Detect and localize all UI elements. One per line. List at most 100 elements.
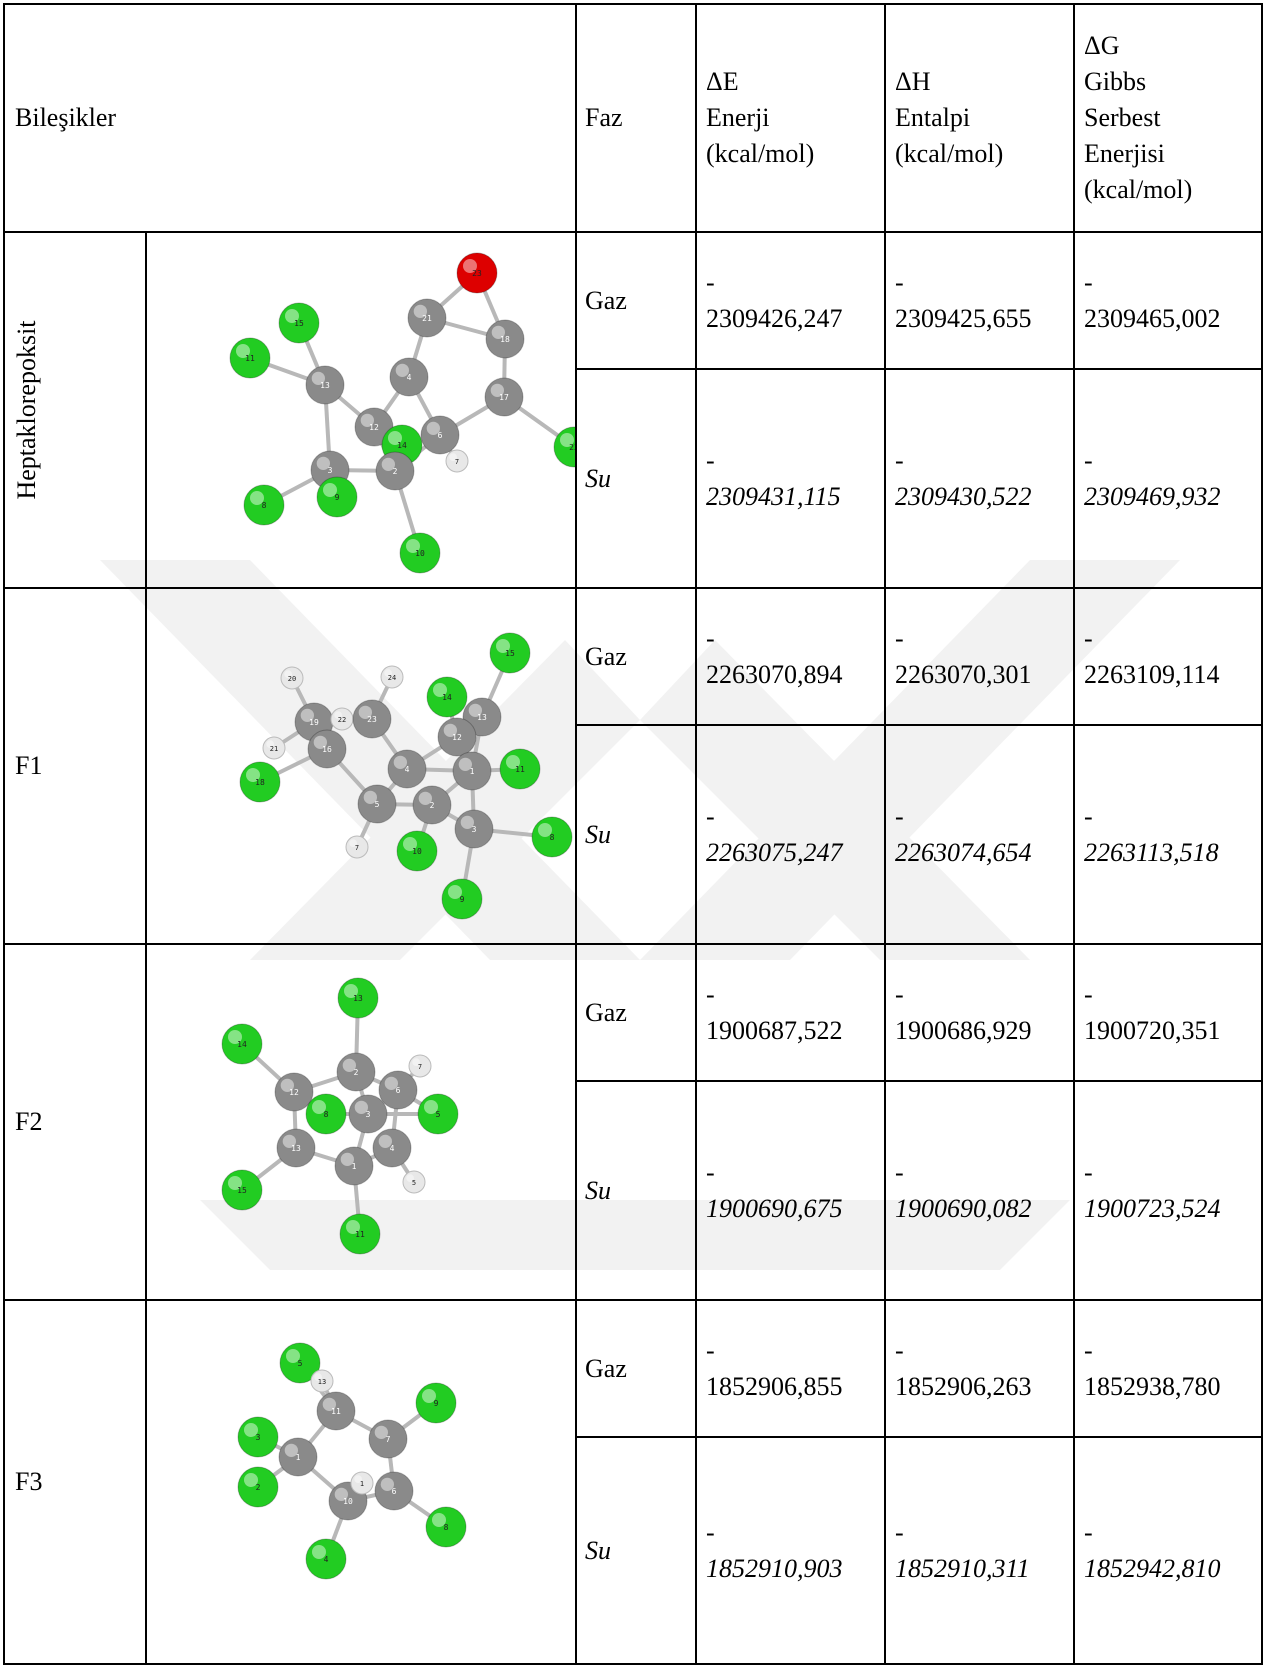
phase-su: Su bbox=[575, 368, 697, 589]
oxygen-atom: 23 bbox=[456, 252, 498, 294]
atom-number-label: 5 bbox=[412, 1179, 416, 1187]
atom-number-label: 14 bbox=[397, 441, 407, 450]
header-phase: Faz bbox=[575, 3, 697, 233]
atom-number-label: 6 bbox=[392, 1487, 397, 1496]
table-row: Su -2309431,115 -2309430,522 -2309469,93… bbox=[4, 368, 1263, 589]
atom-number-label: 8 bbox=[324, 1110, 329, 1119]
chlorine-atom: 13 bbox=[337, 977, 379, 1019]
atom-number-label: 5 bbox=[298, 1359, 303, 1368]
chlorine-atom: 8 bbox=[425, 1506, 467, 1548]
table-row: F2 13 14 2 7 12 8 3 6 5 13 4 1 5 15 11 Gaz -1900687,52… bbox=[3, 943, 1263, 1301]
atom-number-label: 21 bbox=[422, 314, 432, 323]
atom-number-label: 18 bbox=[255, 778, 265, 787]
phase-gaz: Gaz bbox=[575, 943, 697, 1082]
carbon-atom: 2 bbox=[375, 451, 415, 491]
atom-number-label: 3 bbox=[472, 825, 477, 834]
header-compounds: Bileşikler bbox=[3, 3, 577, 233]
atom-number-label: 10 bbox=[343, 1497, 353, 1506]
delta-e-value: -2309426,247 bbox=[695, 231, 886, 370]
carbon-atom: 11 bbox=[316, 1391, 356, 1431]
chlorine-atom: 9 bbox=[316, 476, 358, 518]
delta-g-value: -1900723,524 bbox=[1073, 1080, 1263, 1301]
atom-number-label: 6 bbox=[396, 1086, 401, 1095]
delta-g-value: -2263109,114 bbox=[1073, 587, 1263, 726]
hydrogen-atom: 20 bbox=[280, 666, 304, 690]
delta-e-value: -2309431,115 bbox=[695, 368, 886, 589]
atom-number-label: 1 bbox=[296, 1453, 301, 1462]
phase-su: Su bbox=[575, 724, 697, 945]
atom-number-label: 24 bbox=[388, 674, 396, 682]
atom-number-label: 23 bbox=[472, 269, 482, 278]
delta-g-value: -1900720,351 bbox=[1073, 943, 1263, 1082]
chlorine-atom: 14 bbox=[221, 1023, 263, 1065]
delta-h-value: -2309425,655 bbox=[884, 231, 1075, 370]
atom-number-label: 16 bbox=[322, 745, 332, 754]
atom-number-label: 23 bbox=[367, 715, 377, 724]
delta-e-value: -1852910,903 bbox=[695, 1436, 886, 1665]
delta-e-value: -2263070,894 bbox=[695, 587, 886, 726]
chlorine-atom: 15 bbox=[221, 1169, 263, 1211]
atom-number-label: 12 bbox=[289, 1088, 299, 1097]
chlorine-atom: 8 bbox=[305, 1093, 347, 1135]
atom-number-label: 4 bbox=[324, 1555, 329, 1564]
molecule-image-cell: 5 13 11 9 7 3 1 2 10 1 6 8 4 bbox=[145, 1299, 577, 1665]
chlorine-atom: 14 bbox=[426, 676, 468, 718]
hydrogen-atom: 1 bbox=[350, 1471, 374, 1495]
carbon-atom: 18 bbox=[485, 319, 525, 359]
chlorine-atom: 11 bbox=[499, 748, 541, 790]
atom-number-label: 12 bbox=[369, 423, 379, 432]
chlorine-atom: 8 bbox=[243, 484, 285, 526]
table-row: Heptaklorepoksit 23211815111341712146722… bbox=[3, 231, 1263, 589]
chlorine-atom: 15 bbox=[489, 632, 531, 674]
atom-number-label: 6 bbox=[438, 431, 443, 440]
delta-h-value: -1852910,311 bbox=[884, 1436, 1075, 1665]
chlorine-atom: 5 bbox=[417, 1093, 459, 1135]
chlorine-atom: 9 bbox=[415, 1382, 457, 1424]
atom-number-label: 20 bbox=[288, 675, 296, 683]
atom-number-label: 22 bbox=[569, 443, 575, 452]
chlorine-atom: 22 bbox=[553, 426, 575, 468]
atom-number-label: 10 bbox=[412, 847, 422, 856]
atom-number-label: 5 bbox=[375, 800, 380, 809]
delta-h-value: -1900690,082 bbox=[884, 1080, 1075, 1301]
delta-h-value: -2263070,301 bbox=[884, 587, 1075, 726]
atom-number-label: 15 bbox=[294, 319, 304, 328]
atom-number-label: 2 bbox=[256, 1483, 261, 1492]
atom-number-label: 15 bbox=[237, 1186, 247, 1195]
phase-su: Su bbox=[575, 1080, 697, 1301]
carbon-atom: 4 bbox=[372, 1128, 412, 1168]
carbon-atom: 12 bbox=[274, 1072, 314, 1112]
header-row: Bileşikler Faz ΔE Enerji (kcal/mol) ΔH E… bbox=[3, 3, 1263, 233]
atom-number-label: 13 bbox=[318, 1378, 326, 1386]
atom-number-label: 12 bbox=[452, 733, 462, 742]
carbon-atom: 7 bbox=[368, 1419, 408, 1459]
delta-g-value: -1852938,780 bbox=[1073, 1299, 1263, 1438]
atom-number-label: 7 bbox=[455, 458, 459, 466]
atom-number-label: 11 bbox=[245, 354, 255, 363]
atom-number-label: 10 bbox=[415, 549, 425, 558]
atom-number-label: 4 bbox=[390, 1144, 395, 1153]
header-delta-g: ΔG Gibbs Serbest Enerjisi (kcal/mol) bbox=[1073, 3, 1263, 233]
carbon-atom: 6 bbox=[378, 1070, 418, 1110]
atom-number-label: 17 bbox=[499, 393, 509, 402]
carbon-atom: 12 bbox=[437, 717, 477, 757]
atom-number-label: 22 bbox=[338, 716, 346, 724]
atom-number-label: 11 bbox=[355, 1230, 365, 1239]
hydrogen-atom: 24 bbox=[380, 665, 404, 689]
heptachlorepoxide-molecule-icon: 23 21 18 15 11 13 4 17 12 14 6 7 22 3 2 8 9 10 bbox=[229, 252, 575, 574]
carbon-atom: 2 bbox=[412, 785, 452, 825]
chlorine-atom: 15 bbox=[278, 302, 320, 344]
compound-name: F2 bbox=[3, 943, 147, 1301]
molecule-image-cell: 13 14 2 7 12 8 3 6 5 13 4 1 5 15 11 bbox=[145, 943, 577, 1301]
hydrogen-atom: 7 bbox=[445, 449, 469, 473]
carbon-atom: 21 bbox=[407, 298, 447, 338]
delta-e-value: -2263075,247 bbox=[695, 724, 886, 945]
chlorine-atom: 10 bbox=[396, 830, 438, 872]
phase-gaz: Gaz bbox=[575, 231, 697, 370]
hydrogen-atom: 13 bbox=[310, 1369, 334, 1393]
compound-name: F1 bbox=[3, 587, 147, 945]
carbon-atom: 1 bbox=[452, 751, 492, 791]
carbon-atom: 12 bbox=[354, 407, 394, 447]
